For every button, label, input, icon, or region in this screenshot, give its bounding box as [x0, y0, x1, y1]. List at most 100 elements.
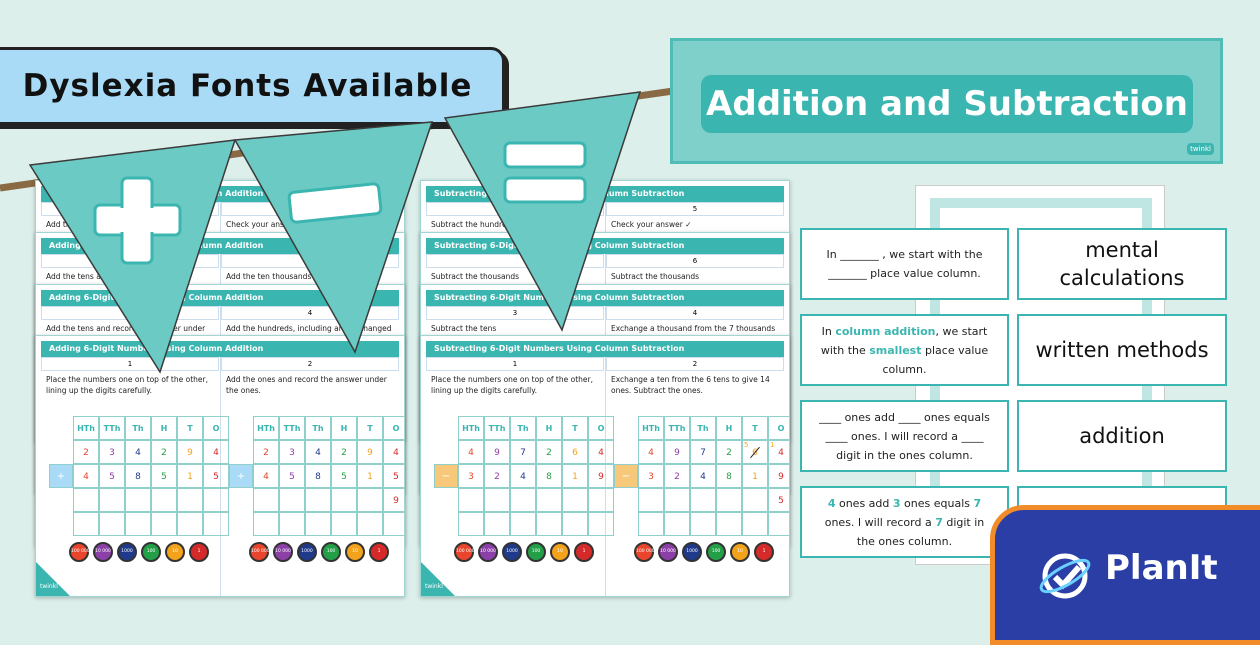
- counter: 100: [706, 542, 726, 562]
- sentence-part: ones equals: [900, 496, 974, 510]
- counter: 10 000: [658, 542, 678, 562]
- counter: 100: [141, 542, 161, 562]
- planit-logo: PlanIt: [990, 505, 1260, 645]
- grid-cell: [664, 488, 690, 512]
- counter: 10 000: [273, 542, 293, 562]
- grid-cell: [151, 488, 177, 512]
- step-text: Add the ones and record the answer under…: [226, 375, 387, 395]
- step-number: 3: [426, 306, 604, 320]
- counter: 10: [550, 542, 570, 562]
- grid-cell: [716, 512, 742, 536]
- grid-cell: 3: [99, 440, 125, 464]
- counter: 100 000: [454, 542, 475, 562]
- grid-cell: 2: [664, 464, 690, 488]
- divider: [605, 357, 606, 596]
- operator: +: [49, 464, 73, 488]
- grid-header: Th: [690, 416, 716, 440]
- grid-cell: 2: [151, 440, 177, 464]
- sentence-card: In _______ , we start with the _______ p…: [800, 228, 1009, 300]
- sentence: In _______ , we start with the _______ p…: [814, 245, 995, 283]
- grid-cell: [279, 488, 305, 512]
- grid-cell: [536, 512, 562, 536]
- grid-cell: [331, 512, 357, 536]
- counter: 10 000: [478, 542, 498, 562]
- grid-cell: 9: [588, 464, 614, 488]
- grid-header: O: [588, 416, 614, 440]
- corner: [36, 562, 70, 596]
- grid-cell: 4: [458, 440, 484, 464]
- sentence-part: , we start with the: [820, 324, 988, 357]
- grid-cell: [73, 488, 99, 512]
- grid-cell: [510, 512, 536, 536]
- counter: 1000: [502, 542, 522, 562]
- grid-header: T: [177, 416, 203, 440]
- worksheet-title: Subtracting 6-Digit Numbers Using Column…: [426, 341, 784, 357]
- sentence-card: 4 ones add 3 ones equals 7 ones. I will …: [800, 486, 1009, 558]
- sentence-key: 7: [973, 496, 982, 510]
- grid-cell: 3: [638, 464, 664, 488]
- grid-cell: 4: [768, 440, 789, 464]
- banner: Addition and Subtraction twinkl: [670, 38, 1223, 164]
- grid-cell: [562, 512, 588, 536]
- counter: 100 000: [249, 542, 270, 562]
- grid-cell: [383, 512, 404, 536]
- planit-icon: [1039, 553, 1091, 599]
- counter: 1: [754, 542, 774, 562]
- sentence-key: 7: [935, 515, 943, 529]
- step-text: Add the tens and record the answer under: [46, 324, 206, 333]
- grid-cell: [768, 512, 789, 536]
- grid-cell: 9: [484, 440, 510, 464]
- word-card: written methods: [1017, 314, 1227, 386]
- counter: 10 000: [93, 542, 113, 562]
- banner-title: Addition and Subtraction: [701, 75, 1193, 133]
- grid-cell: [253, 488, 279, 512]
- grid-cell: [638, 512, 664, 536]
- counter: 100 000: [69, 542, 90, 562]
- grid-cell: [484, 512, 510, 536]
- logo-small: twinkl: [40, 583, 58, 590]
- step-number: 4: [221, 306, 399, 320]
- grid-cell: 4: [383, 440, 404, 464]
- sentence-key: smallest: [869, 343, 922, 357]
- sentence: In column addition, we start with the sm…: [814, 322, 995, 379]
- badge: Dyslexia Fonts Available: [0, 47, 505, 125]
- step-number: 1: [41, 357, 219, 371]
- grid-cell: 5: [203, 464, 229, 488]
- grid-cell: 3: [279, 440, 305, 464]
- grid-cell: 1: [357, 464, 383, 488]
- sentence-card: ____ ones add ____ ones equals ____ ones…: [800, 400, 1009, 472]
- step-text: Subtract the hundreds: [431, 220, 516, 229]
- sentence: ____ ones add ____ ones equals ____ ones…: [814, 408, 995, 465]
- grid-cell: 4: [638, 440, 664, 464]
- sentence-card: In column addition, we start with the sm…: [800, 314, 1009, 386]
- grid-cell: [562, 488, 588, 512]
- grid-header: TTh: [279, 416, 305, 440]
- counter: 1000: [682, 542, 702, 562]
- step-text: Subtract the tens: [431, 324, 497, 333]
- grid-cell: 2: [536, 440, 562, 464]
- counter: 100 000: [634, 542, 655, 562]
- grid-cell: [690, 488, 716, 512]
- grid-cell: [664, 512, 690, 536]
- grid-header: HTh: [458, 416, 484, 440]
- step-text: Add the ten thousands: [226, 272, 312, 281]
- counter: 100: [321, 542, 341, 562]
- grid-cell: 2: [331, 440, 357, 464]
- grid-cell: [638, 488, 664, 512]
- grid-cell: 4: [690, 464, 716, 488]
- grid-cell: 4: [125, 440, 151, 464]
- counter: 100: [526, 542, 546, 562]
- step-text: Subtract the thousands: [611, 272, 699, 281]
- step-text: Subtract the thousands: [431, 272, 519, 281]
- operator: −: [434, 464, 458, 488]
- grid-cell: 5: [331, 464, 357, 488]
- step-text: Check your answer: [226, 220, 298, 229]
- page: Dyslexia Fonts Available Addition and Su…: [0, 38, 1260, 645]
- grid-header: TTh: [484, 416, 510, 440]
- sentence-part: ones add: [835, 496, 893, 510]
- grid-cell: [203, 512, 229, 536]
- grid-cell: [99, 512, 125, 536]
- grid-cell: 5: [151, 464, 177, 488]
- grid-header: H: [536, 416, 562, 440]
- grid-cell: [305, 488, 331, 512]
